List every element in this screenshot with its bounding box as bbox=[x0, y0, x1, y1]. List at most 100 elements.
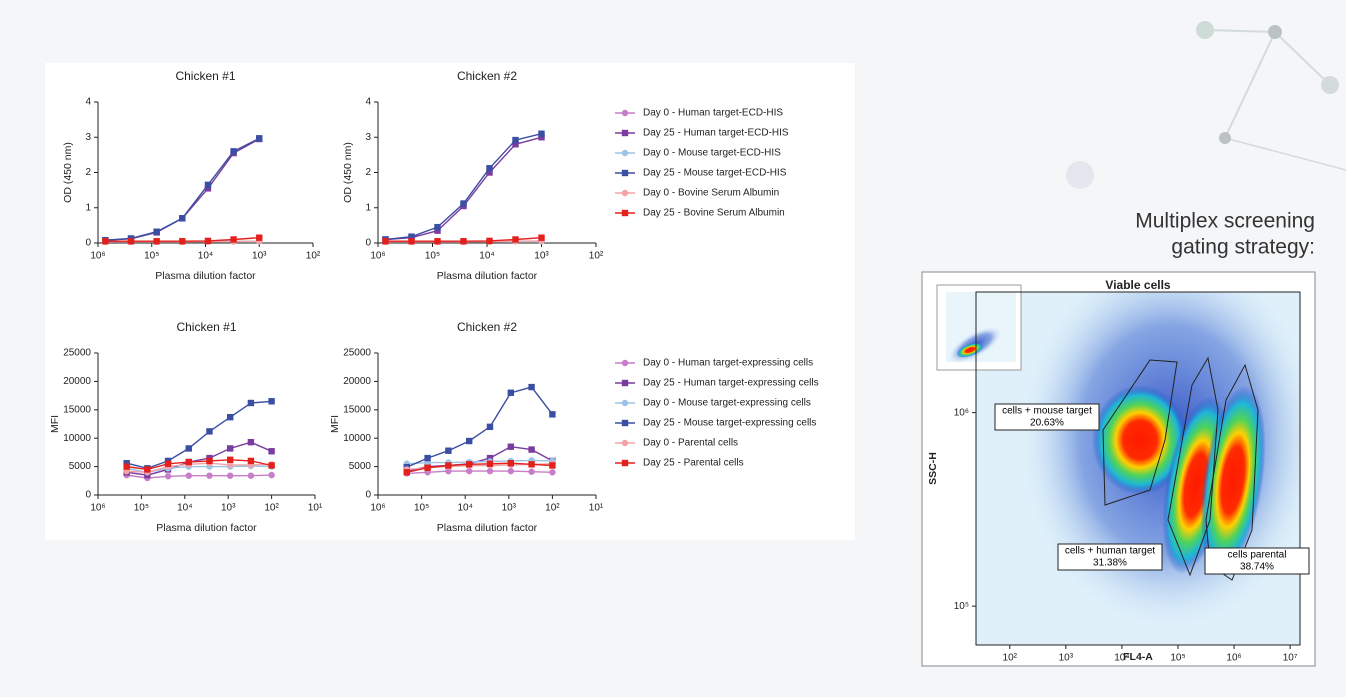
x-tick-label: 10³ bbox=[534, 251, 549, 262]
marker bbox=[164, 460, 172, 467]
inset-plot bbox=[936, 284, 1022, 371]
y-tick-label: 2 bbox=[85, 167, 91, 178]
marker bbox=[268, 462, 275, 469]
y-tick-label: 4 bbox=[85, 97, 91, 108]
x-tick-label: 10⁶ bbox=[370, 251, 385, 262]
chart-title: Viable cells bbox=[1105, 278, 1170, 292]
y-tick-label: 2 bbox=[365, 167, 371, 178]
x-tick-label: 10⁵ bbox=[425, 251, 440, 262]
x-tick-label: 10⁶ bbox=[370, 503, 385, 514]
chart-title: Chicken #2 bbox=[457, 69, 517, 83]
legend-marker bbox=[621, 419, 629, 427]
marker bbox=[268, 448, 275, 455]
x-axis-label: Plasma dilution factor bbox=[155, 270, 256, 282]
marker bbox=[434, 223, 441, 231]
marker bbox=[256, 135, 263, 142]
legend-label: Day 25 - Mouse target-ECD-HIS bbox=[643, 168, 787, 179]
marker bbox=[507, 443, 514, 450]
marker bbox=[247, 438, 255, 446]
series-line bbox=[126, 474, 272, 479]
y-tick-label: 0 bbox=[85, 238, 91, 249]
marker bbox=[123, 459, 130, 467]
marker bbox=[226, 445, 234, 452]
marker bbox=[528, 446, 535, 453]
series-line bbox=[406, 470, 553, 475]
legend-label: Day 0 - Human target-ECD-HIS bbox=[643, 108, 783, 119]
x-tick-label: 10² bbox=[264, 503, 279, 514]
marker bbox=[460, 200, 467, 207]
gate-label: cells + human target bbox=[1065, 546, 1156, 557]
x-tick-label: 10⁵ bbox=[134, 503, 149, 514]
marker bbox=[268, 471, 275, 479]
marker bbox=[230, 236, 237, 243]
y-tick-label: 10⁵ bbox=[954, 601, 969, 612]
series-line bbox=[126, 400, 272, 470]
y-tick-label: 15000 bbox=[63, 404, 91, 415]
legend-label: Day 25 - Mouse target-expressing cells bbox=[643, 418, 816, 429]
marker bbox=[528, 461, 535, 468]
y-axis-label: OD (450 nm) bbox=[62, 142, 74, 203]
legend-marker bbox=[621, 359, 629, 367]
legend-marker bbox=[621, 399, 629, 407]
y-tick-label: 10000 bbox=[343, 433, 371, 444]
marker bbox=[486, 423, 494, 431]
marker bbox=[164, 473, 172, 480]
chart-title: Chicken #2 bbox=[457, 320, 517, 334]
x-tick-label: 10⁴ bbox=[457, 503, 472, 514]
marker bbox=[247, 399, 255, 407]
marker bbox=[512, 136, 519, 144]
x-tick-label: 10⁶ bbox=[1226, 653, 1241, 664]
y-axis-label: SSC-H bbox=[927, 452, 939, 485]
chart-title: Chicken #1 bbox=[176, 320, 236, 334]
x-axis-label: FL4-A bbox=[1123, 651, 1153, 663]
series-line bbox=[406, 386, 553, 468]
marker bbox=[549, 462, 556, 469]
x-tick-label: 10⁷ bbox=[1283, 653, 1298, 664]
gate-percent: 20.63% bbox=[1030, 418, 1064, 429]
legend-marker bbox=[621, 109, 629, 117]
y-tick-label: 0 bbox=[85, 490, 91, 501]
legend-label: Day 0 - Mouse target-ECD-HIS bbox=[643, 148, 781, 159]
marker bbox=[206, 428, 213, 435]
legend-marker bbox=[621, 129, 629, 137]
legend-marker bbox=[621, 459, 629, 467]
series-line bbox=[406, 445, 553, 472]
gate-percent: 31.38% bbox=[1093, 558, 1127, 569]
x-tick-label: 10⁴ bbox=[198, 251, 213, 262]
gate-percent: 38.74% bbox=[1240, 562, 1274, 573]
marker bbox=[382, 238, 389, 245]
legend-marker bbox=[621, 189, 629, 197]
marker bbox=[424, 464, 431, 471]
legend-label: Day 25 - Human target-ECD-HIS bbox=[643, 128, 789, 139]
marker bbox=[408, 233, 415, 240]
marker bbox=[434, 238, 441, 245]
series-line bbox=[126, 459, 272, 471]
x-tick-label: 10³ bbox=[252, 251, 267, 262]
legend-label: Day 0 - Parental cells bbox=[643, 438, 738, 449]
marker bbox=[102, 238, 109, 245]
y-axis-label: MFI bbox=[329, 415, 341, 433]
x-tick-label: 10² bbox=[306, 251, 321, 262]
density-image bbox=[976, 292, 1300, 645]
y-tick-label: 5000 bbox=[349, 461, 372, 472]
x-tick-label: 10¹ bbox=[589, 503, 604, 514]
marker bbox=[424, 454, 431, 462]
marker bbox=[256, 234, 263, 241]
marker bbox=[153, 238, 160, 245]
chart-title: Chicken #1 bbox=[175, 69, 235, 83]
heading: gating strategy: bbox=[1171, 236, 1315, 259]
series-line bbox=[406, 462, 553, 473]
y-tick-label: 0 bbox=[365, 490, 371, 501]
marker bbox=[549, 469, 556, 476]
marker bbox=[179, 238, 186, 245]
marker bbox=[460, 238, 467, 245]
legend-marker bbox=[621, 149, 629, 157]
marker bbox=[486, 169, 493, 176]
legend-label: Day 0 - Human target-expressing cells bbox=[643, 358, 813, 369]
legend-label: Day 0 - Mouse target-expressing cells bbox=[643, 398, 811, 409]
marker bbox=[434, 227, 441, 234]
marker bbox=[486, 467, 494, 475]
marker bbox=[206, 457, 213, 465]
marker bbox=[247, 472, 255, 479]
